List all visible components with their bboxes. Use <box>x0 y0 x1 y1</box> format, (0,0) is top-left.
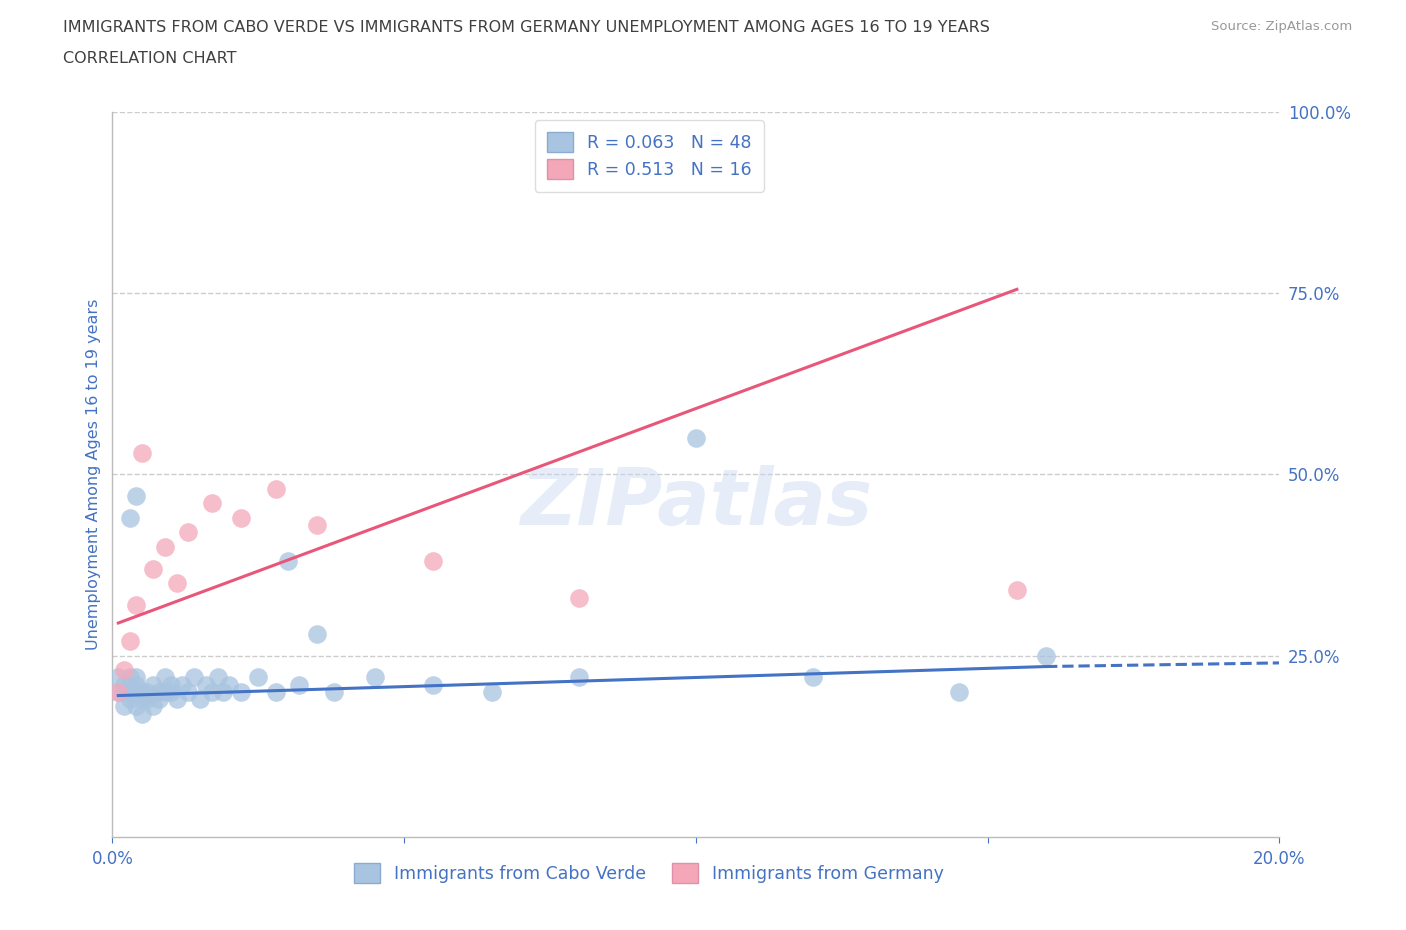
Point <box>264 684 287 699</box>
Point <box>142 677 165 692</box>
Point <box>131 692 153 707</box>
Point <box>194 677 217 692</box>
Point <box>212 684 235 699</box>
Point <box>125 677 148 692</box>
Text: ZIPatlas: ZIPatlas <box>520 465 872 541</box>
Point <box>107 670 129 684</box>
Point <box>1035 648 1057 663</box>
Point <box>125 684 148 699</box>
Point <box>305 627 328 642</box>
Point <box>801 670 824 684</box>
Text: IMMIGRANTS FROM CABO VERDE VS IMMIGRANTS FROM GERMANY UNEMPLOYMENT AMONG AGES 16: IMMIGRANTS FROM CABO VERDE VS IMMIGRANTS… <box>63 20 990 35</box>
Point <box>264 482 287 497</box>
Y-axis label: Unemployment Among Ages 16 to 19 years: Unemployment Among Ages 16 to 19 years <box>86 299 101 650</box>
Point <box>148 692 170 707</box>
Point <box>136 684 159 699</box>
Point <box>136 692 159 707</box>
Point <box>142 699 165 714</box>
Point <box>107 684 129 699</box>
Point <box>107 684 129 699</box>
Point <box>112 699 135 714</box>
Point <box>201 684 224 699</box>
Point <box>153 670 176 684</box>
Point <box>188 692 211 707</box>
Point <box>160 684 183 699</box>
Text: Source: ZipAtlas.com: Source: ZipAtlas.com <box>1212 20 1353 33</box>
Point <box>125 488 148 503</box>
Point <box>118 670 141 684</box>
Point <box>153 539 176 554</box>
Point <box>229 511 252 525</box>
Point <box>685 431 707 445</box>
Point <box>1005 583 1028 598</box>
Point <box>125 699 148 714</box>
Point <box>142 561 165 576</box>
Point <box>118 511 141 525</box>
Point <box>118 684 141 699</box>
Point <box>183 670 205 684</box>
Point <box>118 692 141 707</box>
Point <box>166 692 188 707</box>
Point <box>177 684 200 699</box>
Point <box>422 554 444 569</box>
Point <box>112 677 135 692</box>
Point <box>112 684 135 699</box>
Point <box>153 684 176 699</box>
Point <box>276 554 298 569</box>
Point <box>948 684 970 699</box>
Legend: Immigrants from Cabo Verde, Immigrants from Germany: Immigrants from Cabo Verde, Immigrants f… <box>347 856 952 890</box>
Point <box>160 677 183 692</box>
Point <box>131 706 153 721</box>
Point <box>166 576 188 591</box>
Point <box>247 670 270 684</box>
Point <box>568 591 591 605</box>
Text: CORRELATION CHART: CORRELATION CHART <box>63 51 236 66</box>
Point <box>201 496 224 511</box>
Point <box>172 677 194 692</box>
Point <box>218 677 240 692</box>
Point <box>568 670 591 684</box>
Point <box>481 684 503 699</box>
Point <box>323 684 346 699</box>
Point <box>112 663 135 678</box>
Point <box>125 597 148 612</box>
Point <box>177 525 200 539</box>
Point <box>131 684 153 699</box>
Point <box>422 677 444 692</box>
Point <box>305 518 328 533</box>
Point <box>148 684 170 699</box>
Point <box>125 670 148 684</box>
Point <box>131 445 153 460</box>
Point <box>118 633 141 648</box>
Point <box>207 670 229 684</box>
Point <box>288 677 311 692</box>
Point <box>364 670 387 684</box>
Point <box>229 684 252 699</box>
